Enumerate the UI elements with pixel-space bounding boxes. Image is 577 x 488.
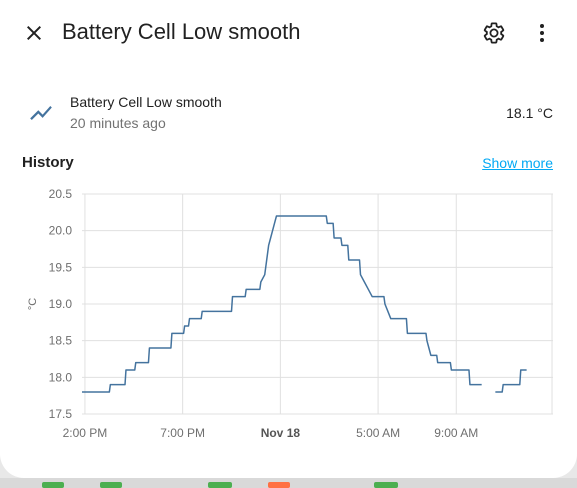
y-tick-label: 18.0: [49, 370, 73, 384]
dots-vertical-icon: [540, 24, 544, 42]
entity-row: Battery Cell Low smooth 20 minutes ago 1…: [0, 88, 577, 136]
background-chip: [268, 482, 290, 488]
history-chart: 17.5 18.0 18.5 19.0 19.5 20.0 20.5 2:00 PM 7:00 …: [0, 180, 577, 450]
y-tick-label: 18.5: [49, 334, 73, 348]
x-tick-label: 9:00 AM: [434, 426, 478, 440]
background-chip: [100, 482, 122, 488]
close-icon: [27, 26, 41, 40]
background-chip: [208, 482, 232, 488]
y-tick-label: 20.0: [49, 224, 73, 238]
series-line: [82, 215, 482, 393]
show-more-link[interactable]: Show more: [482, 155, 553, 171]
y-tick-label: 20.5: [49, 187, 73, 201]
more-info-dialog: Battery Cell Low smooth Battery Cell Low…: [0, 0, 577, 478]
y-tick-label: 19.0: [49, 297, 73, 311]
history-chart-svg: 17.5 18.0 18.5 19.0 19.5 20.0 20.5 2:00 PM 7:00 …: [27, 187, 553, 440]
y-tick-label: 17.5: [49, 407, 73, 421]
more-options-button[interactable]: [522, 13, 562, 53]
gear-icon: [483, 22, 505, 44]
background-strip: [0, 478, 577, 488]
entity-name: Battery Cell Low smooth: [70, 94, 222, 110]
dialog-header: Battery Cell Low smooth: [0, 0, 577, 66]
x-tick-label: 7:00 PM: [160, 426, 205, 440]
series-line: [495, 369, 527, 393]
y-axis-label: °C: [27, 298, 39, 310]
settings-button[interactable]: [474, 13, 514, 53]
chart-line-icon: [28, 100, 54, 126]
entity-last-changed: 20 minutes ago: [70, 115, 166, 131]
background-chip: [42, 482, 64, 488]
close-button[interactable]: [14, 13, 54, 53]
history-heading: History: [22, 154, 74, 171]
background-chip: [374, 482, 398, 488]
y-tick-label: 19.5: [49, 260, 73, 274]
dialog-title: Battery Cell Low smooth: [62, 19, 301, 44]
x-tick-label: Nov 18: [261, 426, 301, 440]
entity-state: 18.1 °C: [506, 105, 553, 121]
x-tick-label: 5:00 AM: [356, 426, 400, 440]
x-tick-label: 2:00 PM: [63, 426, 108, 440]
